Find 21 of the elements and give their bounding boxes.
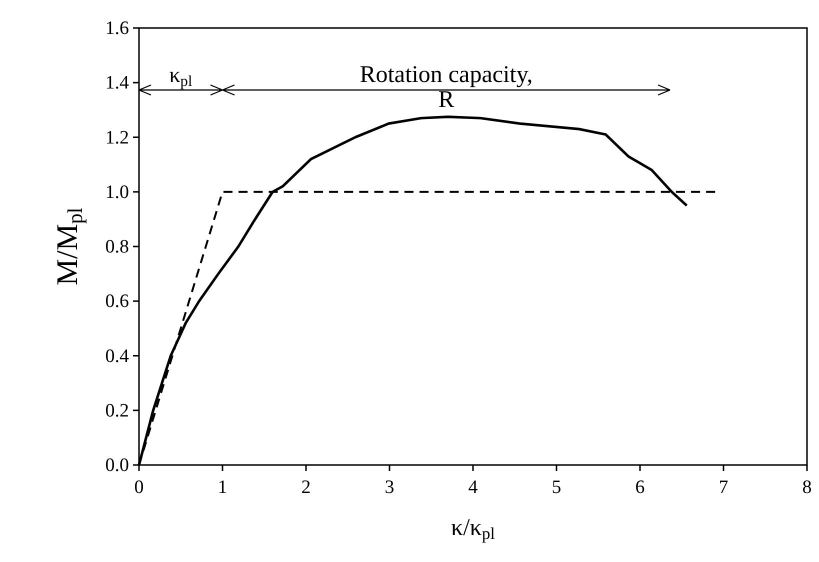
y-tick-label: 0.6 <box>105 291 129 312</box>
x-tick-label: 3 <box>384 477 394 498</box>
x-tick-label: 0 <box>134 477 144 498</box>
y-tick-label: 1.6 <box>105 18 129 39</box>
x-tick-label: 5 <box>552 477 562 498</box>
y-tick-label: 1.0 <box>105 182 129 203</box>
y-tick-label: 1.4 <box>105 72 130 94</box>
y-tick-label: 0.0 <box>105 455 129 476</box>
y-tick-label: 1.2 <box>105 127 129 148</box>
annotation: Rotation capacity, R <box>360 62 533 113</box>
x-tick-label: 7 <box>718 477 728 498</box>
x-tick-label: 6 <box>635 477 645 498</box>
y-tick-label: 0.2 <box>105 400 129 422</box>
x-tick-label: 2 <box>301 477 311 498</box>
x-axis-title: κ/κ$_{pl}$ <box>451 515 496 544</box>
annotation: κ$_{pl}$ <box>169 62 192 90</box>
y-tick-label: 0.4 <box>105 346 130 367</box>
x-tick-label: 8 <box>802 477 812 498</box>
y-tick-label: 0.8 <box>105 236 129 258</box>
x-tick-label: 4 <box>468 477 478 498</box>
x-tick-label: 1 <box>218 477 228 498</box>
